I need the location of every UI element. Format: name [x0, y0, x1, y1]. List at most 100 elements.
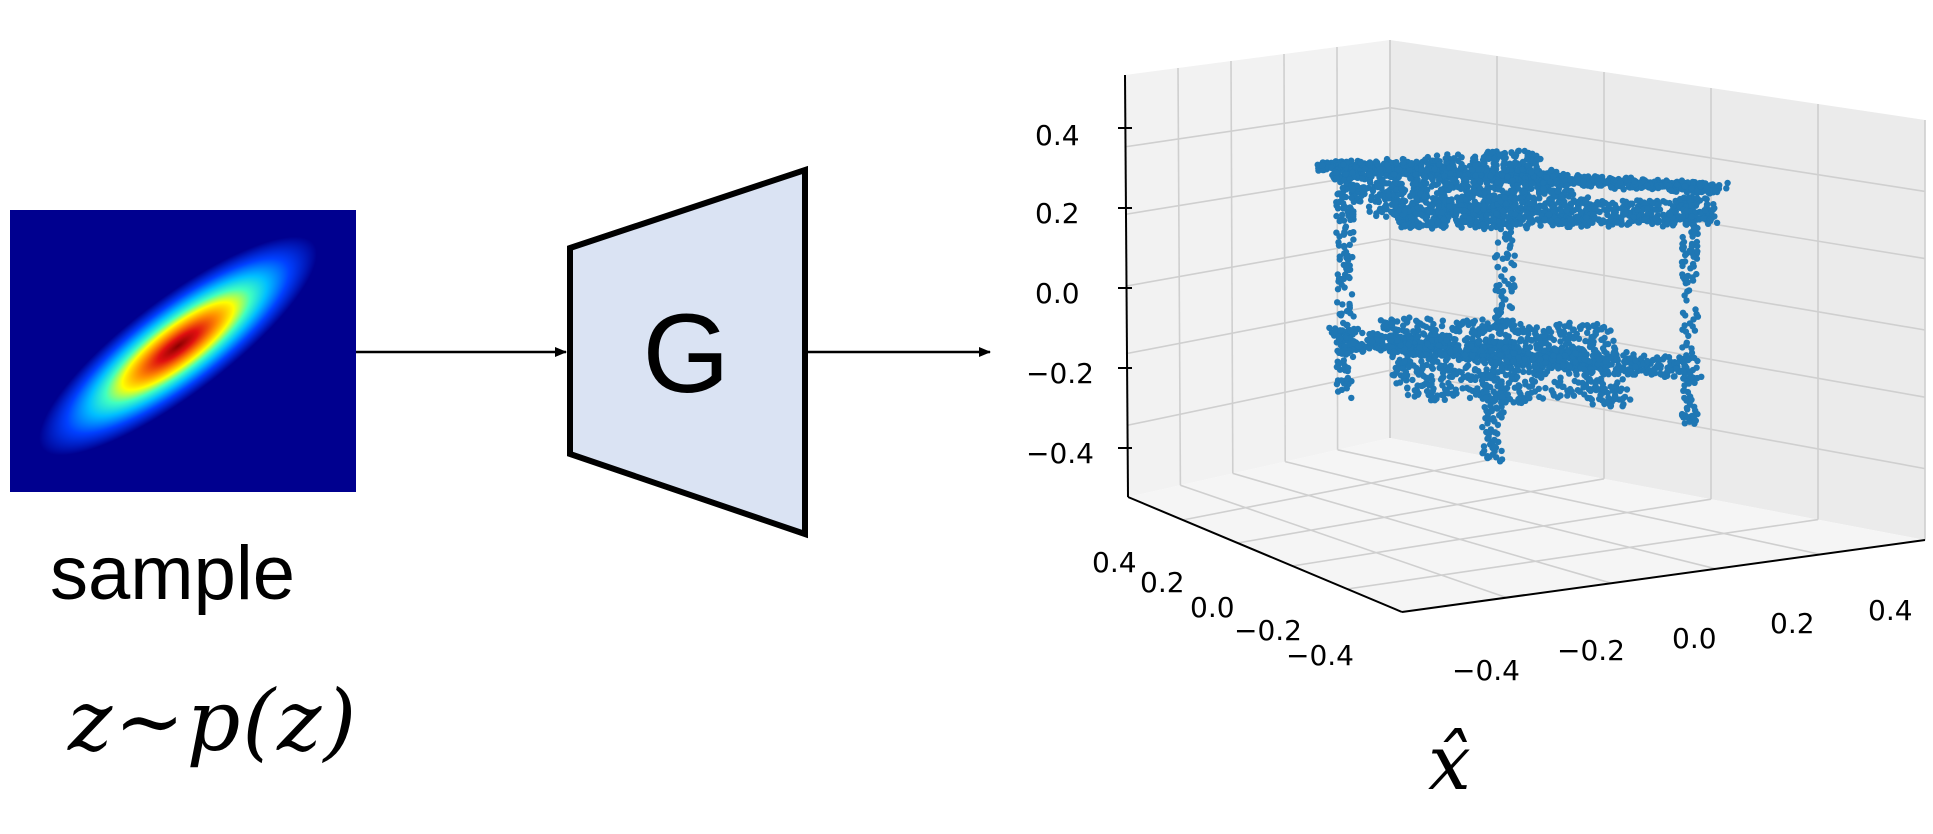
data-point: [1477, 178, 1484, 186]
data-point: [1645, 366, 1653, 374]
data-point: [1506, 303, 1514, 310]
data-point: [1453, 207, 1461, 214]
data-point: [1488, 347, 1495, 354]
data-point: [1394, 337, 1401, 344]
data-point: [1337, 335, 1344, 342]
data-point: [1487, 402, 1494, 409]
data-point: [1680, 368, 1687, 375]
data-point: [1438, 209, 1446, 216]
data-point: [1453, 319, 1461, 326]
data-point: [1441, 172, 1448, 180]
data-point: [1450, 155, 1458, 162]
data-point: [1339, 194, 1346, 201]
data-point: [1568, 187, 1575, 195]
data-point: [1510, 195, 1518, 203]
data-point: [1723, 185, 1730, 192]
data-point: [1375, 198, 1382, 205]
data-point: [1554, 363, 1562, 371]
back-left-pane: [1125, 40, 1390, 497]
data-point: [1383, 343, 1391, 350]
z-tick-label: 0.2: [1035, 197, 1080, 230]
data-point: [1490, 216, 1497, 223]
data-point: [1349, 169, 1356, 176]
data-point: [1584, 329, 1591, 336]
data-point: [1655, 184, 1662, 192]
data-point: [1493, 210, 1500, 217]
data-point: [1511, 339, 1518, 346]
data-point: [1409, 222, 1417, 229]
data-point: [1369, 187, 1377, 195]
data-point: [1540, 202, 1548, 209]
data-point: [1357, 159, 1364, 166]
data-point: [1689, 277, 1697, 284]
data-point: [1498, 409, 1505, 417]
data-point: [1694, 374, 1701, 382]
data-point: [1531, 361, 1539, 369]
data-point: [1430, 394, 1437, 402]
data-point: [1547, 217, 1555, 225]
x-tick-label: 0.0: [1672, 622, 1717, 655]
data-point: [1480, 189, 1488, 196]
data-point: [1428, 203, 1436, 210]
data-point: [1350, 313, 1357, 320]
data-point: [1390, 171, 1398, 178]
data-point: [1622, 209, 1629, 217]
data-point: [1479, 316, 1486, 323]
data-point: [1566, 323, 1573, 330]
data-point: [1463, 317, 1471, 324]
z-axis-line: [1124, 74, 1129, 498]
data-point: [1655, 201, 1662, 208]
grid-line: [1125, 106, 1926, 193]
data-point: [1550, 352, 1557, 360]
data-point: [1560, 383, 1567, 390]
data-point: [1536, 190, 1543, 197]
data-point: [1540, 179, 1547, 187]
data-point: [1688, 202, 1695, 209]
grid-line: [1237, 478, 1605, 544]
data-point: [1649, 357, 1657, 364]
data-point: [1396, 166, 1403, 173]
data-point: [1400, 322, 1407, 329]
data-point: [1688, 243, 1696, 250]
data-point: [1486, 325, 1493, 333]
data-point: [1505, 223, 1513, 230]
data-point: [1346, 300, 1353, 308]
data-point: [1630, 213, 1638, 221]
data-point: [1456, 171, 1463, 178]
data-point: [1508, 376, 1515, 383]
x-tick-label: −0.4: [1452, 654, 1520, 687]
data-point: [1493, 162, 1500, 169]
data-point: [1389, 353, 1396, 361]
data-point: [1494, 382, 1501, 390]
data-point: [1511, 210, 1519, 218]
data-point: [1350, 236, 1357, 243]
data-point: [1679, 233, 1686, 241]
data-point: [1514, 373, 1521, 381]
data-point: [1494, 179, 1501, 186]
data-point: [1485, 429, 1492, 436]
data-point: [1643, 357, 1651, 365]
data-point: [1615, 363, 1622, 371]
data-point: [1367, 179, 1374, 186]
point-cloud-3d-plot: 0.40.20.0−0.2−0.40.40.20.0−0.2−0.4 −0.4−0…: [1026, 40, 1926, 687]
data-point: [1528, 180, 1536, 187]
data-point: [1545, 325, 1553, 333]
data-point: [1416, 223, 1423, 231]
data-point: [1516, 213, 1523, 221]
data-point: [1487, 172, 1494, 179]
data-point: [1591, 346, 1599, 354]
data-point: [1682, 221, 1689, 228]
data-point: [1412, 171, 1420, 178]
data-point: [1509, 177, 1516, 184]
data-point: [1413, 317, 1420, 324]
data-point: [1503, 250, 1511, 257]
data-point: [1689, 178, 1697, 186]
data-point: [1499, 287, 1507, 295]
data-point: [1342, 223, 1350, 230]
data-point: [1616, 179, 1624, 186]
data-point: [1627, 396, 1634, 403]
data-point: [1588, 333, 1595, 341]
data-point: [1589, 401, 1596, 408]
data-point: [1600, 386, 1607, 394]
